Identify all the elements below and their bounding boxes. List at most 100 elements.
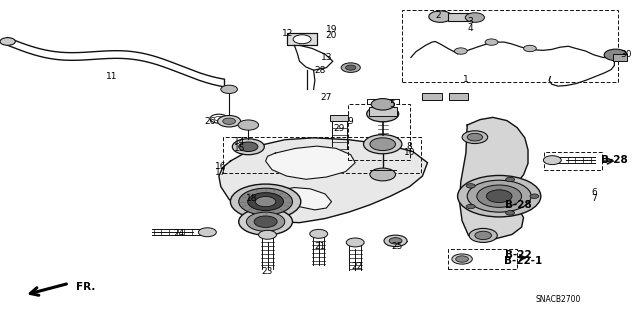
Text: 27: 27 [321, 93, 332, 102]
Circle shape [367, 106, 399, 122]
Text: 4: 4 [468, 24, 473, 33]
Bar [330, 115, 348, 121]
Circle shape [232, 139, 264, 155]
Circle shape [198, 228, 216, 237]
Circle shape [467, 180, 531, 212]
Bar [402, 10, 618, 82]
Circle shape [223, 118, 236, 124]
Polygon shape [266, 146, 355, 179]
Circle shape [604, 49, 627, 61]
Text: 8: 8 [407, 142, 412, 151]
Text: 22: 22 [351, 262, 363, 271]
Text: FR.: FR. [76, 282, 95, 292]
Bar [448, 249, 517, 269]
Bar [449, 93, 468, 100]
Text: 16: 16 [215, 162, 227, 171]
Circle shape [259, 230, 276, 239]
Circle shape [486, 190, 512, 203]
Bar [287, 33, 317, 45]
Circle shape [364, 135, 402, 154]
Text: 3: 3 [468, 17, 473, 26]
Circle shape [524, 45, 536, 52]
Text: 10: 10 [404, 148, 415, 157]
Circle shape [0, 38, 15, 45]
Circle shape [429, 11, 452, 22]
Circle shape [341, 63, 360, 72]
Circle shape [346, 238, 364, 247]
Circle shape [293, 35, 311, 44]
Circle shape [246, 212, 285, 231]
Circle shape [389, 238, 402, 244]
Circle shape [530, 194, 539, 198]
Text: 24: 24 [173, 229, 185, 238]
Circle shape [475, 231, 492, 240]
Bar [223, 137, 421, 173]
Text: B-28: B-28 [505, 200, 532, 210]
Circle shape [454, 48, 467, 54]
Circle shape [452, 254, 472, 264]
Text: B-22-1: B-22-1 [504, 256, 543, 266]
Text: 13: 13 [321, 53, 332, 62]
Text: 29: 29 [333, 124, 345, 133]
Bar [613, 54, 627, 61]
Text: 12: 12 [282, 29, 294, 38]
Circle shape [506, 211, 515, 215]
Polygon shape [219, 138, 428, 223]
Bar [448, 13, 474, 21]
Text: 11: 11 [106, 72, 118, 81]
Circle shape [221, 85, 237, 93]
Circle shape [485, 39, 498, 45]
Bar [348, 104, 410, 160]
Circle shape [371, 99, 394, 110]
Circle shape [218, 115, 241, 127]
Polygon shape [270, 188, 332, 210]
Text: 2: 2 [436, 11, 441, 20]
Text: SNACB2700: SNACB2700 [536, 295, 580, 304]
Circle shape [467, 184, 476, 188]
Circle shape [384, 235, 407, 247]
Circle shape [456, 256, 468, 262]
Bar [422, 93, 442, 100]
Text: 18: 18 [246, 194, 257, 203]
Circle shape [310, 229, 328, 238]
Text: 15: 15 [234, 144, 246, 153]
Text: 21: 21 [314, 242, 326, 251]
Circle shape [230, 184, 301, 219]
Circle shape [543, 156, 561, 165]
Circle shape [370, 168, 396, 181]
Circle shape [467, 133, 483, 141]
Text: 26: 26 [204, 117, 216, 126]
Circle shape [467, 204, 476, 209]
Text: B-22: B-22 [505, 249, 532, 260]
Bar [544, 152, 602, 170]
Circle shape [346, 65, 356, 70]
Circle shape [239, 188, 292, 215]
Circle shape [506, 177, 515, 182]
Circle shape [239, 208, 292, 235]
Text: 23: 23 [262, 267, 273, 276]
Circle shape [465, 13, 484, 22]
Text: 30: 30 [620, 50, 632, 59]
Text: 1: 1 [463, 75, 468, 84]
Text: 5: 5 [389, 100, 394, 109]
Text: 9: 9 [348, 117, 353, 126]
Circle shape [477, 185, 522, 207]
Circle shape [239, 142, 258, 152]
Circle shape [458, 175, 541, 217]
Circle shape [254, 216, 277, 227]
Circle shape [462, 131, 488, 144]
Text: 14: 14 [234, 137, 246, 146]
Text: 17: 17 [215, 168, 227, 177]
Circle shape [248, 193, 284, 211]
Circle shape [255, 197, 276, 207]
Circle shape [238, 120, 259, 130]
Text: 25: 25 [391, 242, 403, 251]
Text: 20: 20 [326, 31, 337, 40]
Text: 19: 19 [326, 25, 337, 34]
Bar [287, 33, 317, 45]
Circle shape [469, 228, 497, 242]
Text: 6: 6 [591, 188, 596, 197]
Polygon shape [460, 117, 528, 240]
Text: 28: 28 [314, 66, 326, 75]
Text: 7: 7 [591, 194, 596, 203]
